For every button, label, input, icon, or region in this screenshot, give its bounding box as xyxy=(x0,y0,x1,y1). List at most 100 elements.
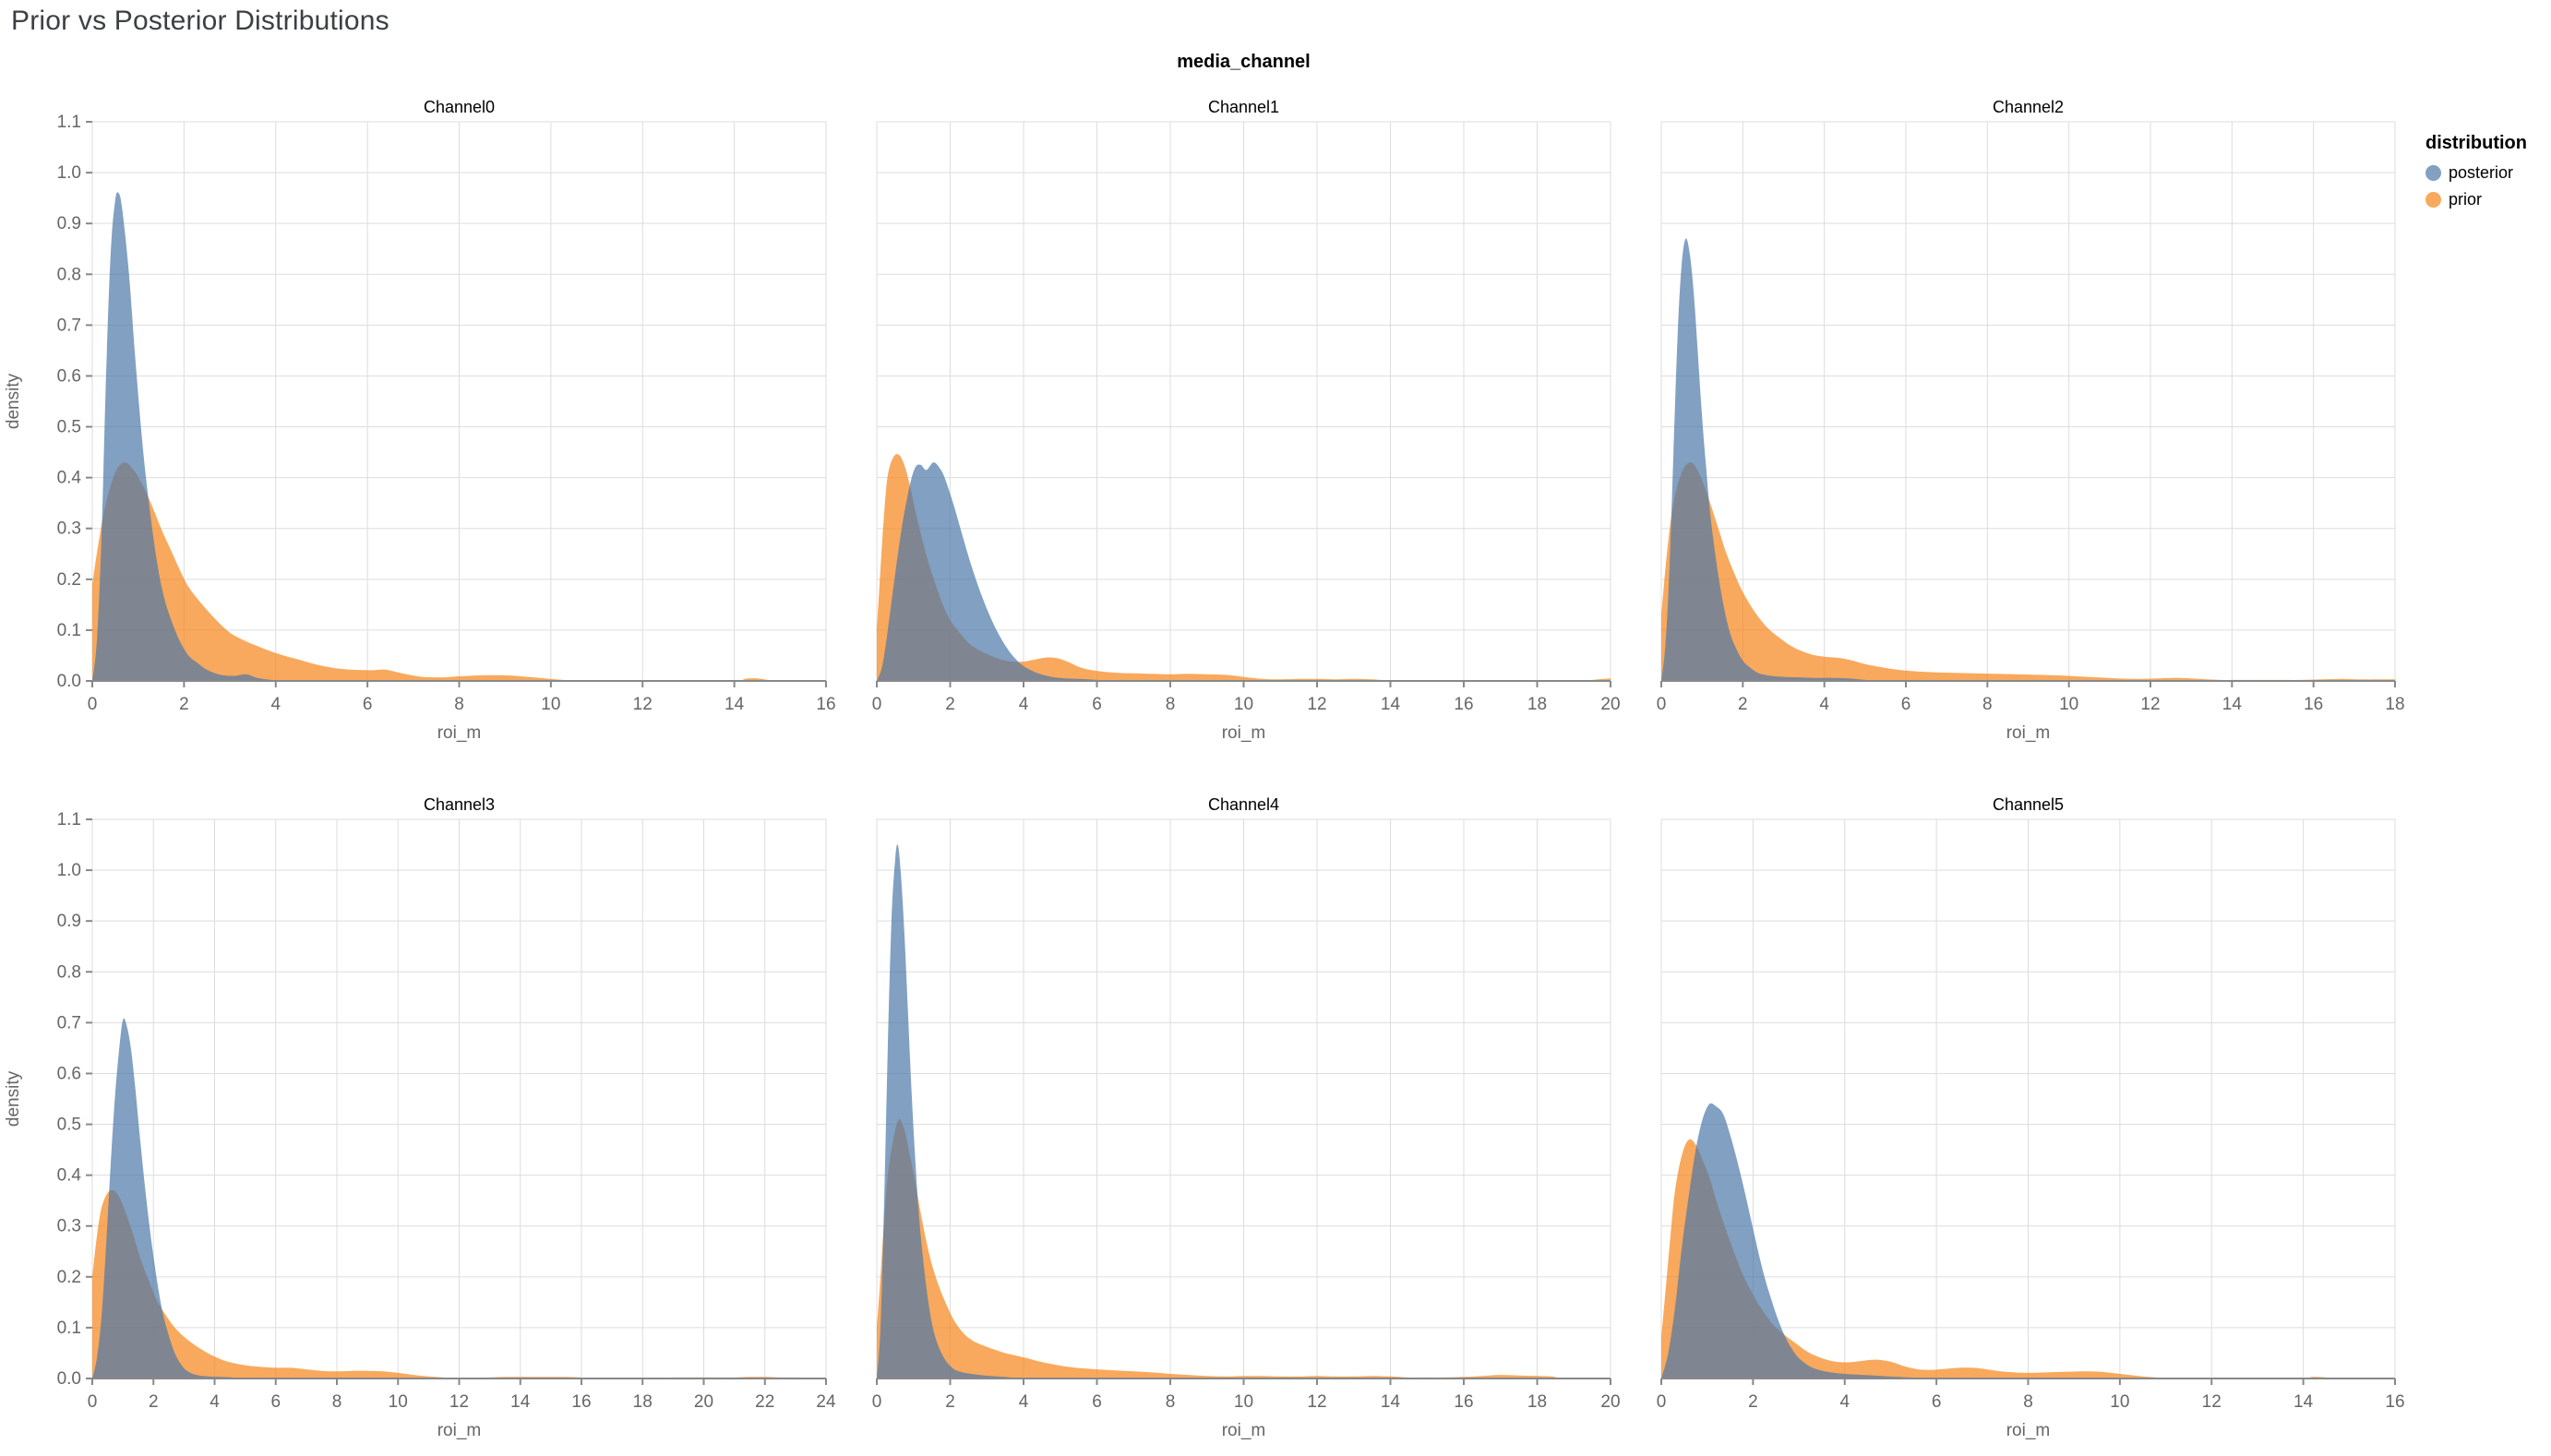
y-tick-label: 0.7 xyxy=(57,316,81,335)
x-tick-label: 16 xyxy=(1454,1392,1473,1412)
density-areas xyxy=(92,1018,814,1378)
x-tick-label: 2 xyxy=(945,1392,955,1412)
x-tick-label: 6 xyxy=(363,695,373,714)
y-tick-label: 1.0 xyxy=(57,861,81,880)
y-tick-label: 0.6 xyxy=(57,366,81,386)
x-axis-title: roi_m xyxy=(437,1421,482,1440)
x-tick-label: 8 xyxy=(1166,1392,1176,1412)
y-axis: 0.0 0.1 0.2 0.3 0.4 0.5 0.6 0.7 0.8 0.9 1.0 1.1 dens… xyxy=(4,810,92,1389)
panel-title-channel1: Channel1 xyxy=(1207,98,1280,116)
density-chart-channel1: 0 2 4 6 8 10 12 14 16 18 20 roi_m xyxy=(872,121,1621,743)
x-tick-label: 6 xyxy=(270,1392,281,1412)
x-tick-label: 10 xyxy=(1234,695,1253,714)
x-tick-label: 6 xyxy=(1092,695,1102,714)
panel-title-channel5: Channel5 xyxy=(1992,795,2065,814)
legend-title: distribution xyxy=(2425,133,2527,153)
y-tick-label: 0.0 xyxy=(57,1369,81,1389)
plot-border xyxy=(1660,121,2396,682)
gridlines xyxy=(91,121,827,682)
density-areas xyxy=(1661,238,2395,681)
x-tick-label: 2 xyxy=(945,695,955,714)
x-axis-title: roi_m xyxy=(437,723,482,743)
x-tick-label: 12 xyxy=(2202,1392,2222,1412)
density-chart-channel5: 0 2 4 6 8 10 12 14 16 roi_m xyxy=(1657,818,2405,1440)
x-tick-label: 14 xyxy=(2222,695,2243,714)
x-tick-label: 20 xyxy=(1600,695,1620,714)
x-tick-label: 10 xyxy=(2110,1392,2129,1412)
x-tick-label: 0 xyxy=(88,695,98,714)
x-tick-label: 8 xyxy=(332,1392,342,1412)
posterior-density-area xyxy=(1661,238,1882,681)
panel-channel5: Channel5 0 2 4 6 8 10 12 14 16 roi_m xyxy=(1657,794,2405,1447)
posterior-swatch-icon xyxy=(2425,165,2441,181)
density-chart-channel4: 0 2 4 6 8 10 12 14 16 18 20 roi_m xyxy=(872,818,1621,1440)
x-tick-label: 16 xyxy=(1454,695,1473,714)
x-axis-title: roi_m xyxy=(1222,1421,1266,1440)
y-axis-title: density xyxy=(4,1070,23,1127)
x-axis-title: roi_m xyxy=(1222,723,1266,743)
gridlines xyxy=(1660,121,2396,682)
x-tick-label: 10 xyxy=(541,695,560,714)
x-tick-label: 22 xyxy=(755,1392,774,1412)
x-tick-label: 20 xyxy=(1600,1392,1620,1412)
prior-swatch-icon xyxy=(2425,192,2441,208)
x-axis: 0 2 4 6 8 10 12 14 16 18 20 roi_m xyxy=(872,680,1621,743)
x-tick-label: 16 xyxy=(2385,1392,2404,1412)
x-tick-label: 2 xyxy=(149,1392,159,1412)
y-tick-label: 0.2 xyxy=(57,570,81,590)
x-tick-label: 12 xyxy=(1307,695,1326,714)
density-areas xyxy=(92,192,781,681)
panel-channel2: Channel2 0 2 4 6 8 10 12 14 16 18 roi_m xyxy=(1657,96,2405,749)
panel-title-channel3: Channel3 xyxy=(423,795,496,814)
y-tick-label: 0.2 xyxy=(57,1268,81,1287)
panel-channel0: Channel0 0 2 4 6 8 10 12 14 16 roi_m 0.0 0.1 0.2 0.3 0… xyxy=(0,96,836,749)
facet-header: media_channel xyxy=(1177,52,1311,72)
x-tick-label: 10 xyxy=(2059,695,2078,714)
x-tick-label: 0 xyxy=(872,1392,882,1412)
x-tick-label: 0 xyxy=(872,695,882,714)
density-chart-channel2: 0 2 4 6 8 10 12 14 16 18 roi_m xyxy=(1657,121,2405,743)
posterior-density-area xyxy=(92,1018,246,1378)
x-tick-label: 16 xyxy=(571,1392,591,1412)
legend-item-posterior: posterior xyxy=(2425,163,2551,183)
density-areas xyxy=(1661,1103,2341,1378)
x-tick-label: 18 xyxy=(1527,695,1547,714)
prior-density-area xyxy=(1661,461,2395,681)
x-tick-label: 18 xyxy=(633,1392,653,1412)
y-tick-label: 0.4 xyxy=(57,1166,82,1186)
x-tick-label: 20 xyxy=(694,1392,713,1412)
x-tick-label: 2 xyxy=(1738,695,1748,714)
prior-density-area xyxy=(92,1189,814,1378)
y-tick-label: 0.0 xyxy=(57,672,81,691)
y-tick-label: 0.8 xyxy=(57,962,81,982)
posterior-density-area xyxy=(92,192,285,681)
legend-label-posterior: posterior xyxy=(2449,163,2514,182)
x-tick-label: 14 xyxy=(725,695,745,714)
y-tick-label: 0.5 xyxy=(57,1116,81,1135)
x-tick-label: 18 xyxy=(2385,695,2404,714)
x-tick-label: 18 xyxy=(1527,1392,1547,1412)
y-tick-label: 0.9 xyxy=(57,214,81,233)
panel-channel1: Channel1 0 2 4 6 8 10 12 14 16 18 20 roi_m xyxy=(872,96,1621,749)
x-tick-label: 14 xyxy=(2294,1392,2314,1412)
x-tick-label: 12 xyxy=(449,1392,469,1412)
density-chart-channel3: 0 2 4 6 8 10 12 14 16 18 20 22 24roi_m0.00.10.20.30.… xyxy=(4,810,836,1440)
y-axis-title: density xyxy=(4,373,23,429)
panel-title-channel0: Channel0 xyxy=(423,98,496,116)
legend-label-prior: prior xyxy=(2449,190,2483,209)
y-tick-label: 0.9 xyxy=(57,912,81,931)
gridlines xyxy=(1660,818,2396,1379)
y-tick-label: 0.1 xyxy=(57,621,81,640)
y-tick-label: 0.8 xyxy=(57,265,81,284)
x-axis: 0 2 4 6 8 10 12 14 16 roi_m xyxy=(88,680,836,743)
x-tick-label: 4 xyxy=(1839,1392,1850,1412)
y-tick-label: 1.1 xyxy=(57,113,81,132)
x-tick-label: 12 xyxy=(633,695,653,714)
x-tick-label: 6 xyxy=(1092,1392,1102,1412)
x-tick-label: 6 xyxy=(1901,695,1911,714)
prior-density-area xyxy=(877,1118,1560,1378)
x-tick-label: 4 xyxy=(1819,695,1829,714)
gridlines xyxy=(876,818,1611,1379)
x-axis-title: roi_m xyxy=(2006,723,2051,743)
